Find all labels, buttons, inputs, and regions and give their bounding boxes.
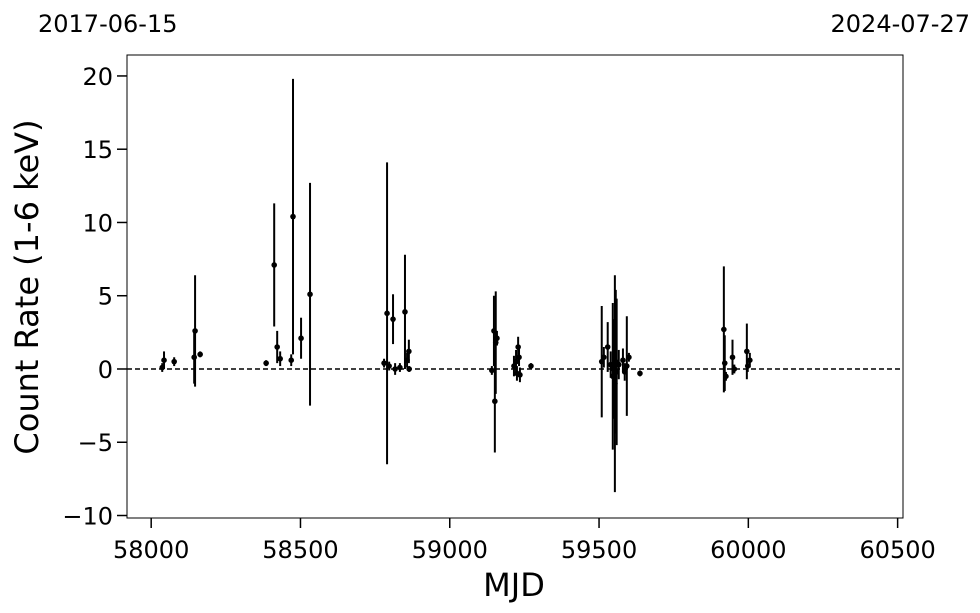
point (390, 316, 396, 322)
point (721, 360, 728, 366)
point (723, 373, 729, 380)
point (402, 309, 408, 315)
x-tick-label: 58500 (262, 536, 338, 564)
point (747, 357, 753, 363)
point (624, 363, 630, 369)
point (288, 357, 295, 363)
point (492, 398, 498, 405)
x-tick-label: 59000 (412, 536, 488, 564)
plot-frame (126, 54, 904, 519)
point (494, 335, 500, 342)
point (721, 326, 727, 333)
top-left-date: 2017-06-15 (38, 10, 177, 38)
point (615, 361, 622, 368)
point (601, 354, 607, 361)
point (489, 367, 495, 374)
x-tick-label: 60500 (859, 536, 935, 564)
y-tick-label: 5 (98, 283, 113, 311)
point (397, 364, 403, 371)
x-axis-label: MJD (483, 566, 545, 604)
point (171, 358, 177, 365)
point (197, 351, 203, 358)
y-tick-label: 15 (82, 136, 113, 164)
point (381, 360, 387, 366)
point (263, 360, 269, 366)
point (274, 344, 280, 350)
y-tick-label: 20 (82, 63, 113, 91)
x-tick-label: 58000 (113, 536, 189, 564)
point (604, 344, 611, 350)
point (406, 366, 412, 372)
point (298, 335, 304, 342)
point (626, 354, 632, 361)
point (384, 310, 390, 317)
point (729, 354, 736, 361)
point (528, 363, 534, 369)
point (161, 357, 167, 363)
point (392, 366, 398, 372)
top-right-date: 2024-07-27 (831, 10, 970, 38)
point (637, 370, 643, 377)
point (386, 363, 392, 369)
y-tick-label: −10 (62, 503, 113, 531)
point (744, 348, 750, 355)
point (515, 344, 521, 350)
point (290, 213, 296, 220)
point (192, 328, 198, 334)
point (277, 355, 283, 362)
y-tick-label: 0 (98, 356, 113, 384)
x-tick-label: 60000 (710, 536, 786, 564)
point (516, 354, 522, 361)
point (731, 366, 738, 372)
point (406, 348, 412, 355)
point (271, 262, 277, 268)
point (513, 358, 519, 365)
point (620, 357, 626, 363)
point (517, 372, 523, 378)
y-axis-label: Count Rate (1-6 keV) (8, 119, 46, 454)
x-tick-label: 59500 (561, 536, 637, 564)
y-tick-label: −5 (78, 429, 113, 457)
y-tick-label: 10 (82, 209, 113, 237)
point (307, 291, 313, 298)
